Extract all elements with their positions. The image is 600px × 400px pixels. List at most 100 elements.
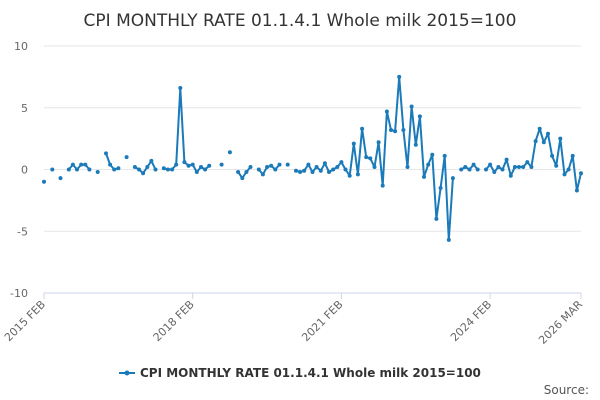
legend[interactable]: CPI MONTHLY RATE 01.1.4.1 Whole milk 201…	[119, 366, 481, 380]
data-point[interactable]	[314, 165, 319, 169]
data-point[interactable]	[471, 162, 476, 167]
data-point[interactable]	[87, 167, 92, 172]
data-point[interactable]	[405, 165, 410, 169]
data-point[interactable]	[426, 162, 431, 167]
data-point[interactable]	[504, 157, 509, 162]
data-point[interactable]	[277, 162, 282, 167]
data-point[interactable]	[434, 216, 439, 221]
data-point[interactable]	[112, 167, 117, 172]
data-point[interactable]	[170, 167, 175, 172]
data-point[interactable]	[42, 179, 46, 184]
data-point[interactable]	[550, 153, 555, 158]
data-point[interactable]	[422, 174, 426, 179]
data-point[interactable]	[219, 162, 224, 167]
data-point[interactable]	[58, 176, 63, 181]
data-point[interactable]	[417, 114, 422, 119]
data-point[interactable]	[165, 167, 170, 172]
data-point[interactable]	[430, 152, 435, 157]
data-point[interactable]	[273, 167, 278, 172]
data-point[interactable]	[256, 167, 261, 172]
data-point[interactable]	[537, 126, 542, 131]
data-point[interactable]	[248, 165, 253, 169]
data-point[interactable]	[562, 172, 567, 177]
data-point[interactable]	[484, 167, 488, 172]
data-point[interactable]	[380, 183, 385, 188]
data-point[interactable]	[467, 167, 472, 172]
data-point[interactable]	[475, 167, 480, 172]
data-point[interactable]	[108, 162, 113, 167]
data-point[interactable]	[95, 170, 100, 174]
data-point[interactable]	[517, 165, 521, 169]
data-point[interactable]	[368, 156, 373, 161]
data-point[interactable]	[141, 171, 146, 176]
data-point[interactable]	[529, 165, 534, 169]
data-point[interactable]	[186, 163, 191, 168]
data-point[interactable]	[525, 160, 530, 165]
data-point[interactable]	[149, 158, 154, 163]
data-point[interactable]	[463, 165, 468, 169]
data-point[interactable]	[178, 86, 183, 90]
data-point[interactable]	[318, 168, 323, 173]
data-point[interactable]	[145, 165, 150, 169]
data-point[interactable]	[79, 162, 84, 167]
data-point[interactable]	[364, 155, 369, 160]
data-point[interactable]	[533, 139, 538, 144]
data-point[interactable]	[372, 165, 377, 169]
data-point[interactable]	[294, 168, 298, 173]
data-point[interactable]	[227, 150, 232, 155]
data-point[interactable]	[322, 161, 327, 166]
data-point[interactable]	[236, 170, 241, 174]
data-point[interactable]	[104, 151, 108, 156]
data-point[interactable]	[124, 155, 129, 160]
data-point[interactable]	[302, 168, 307, 173]
data-point[interactable]	[137, 167, 141, 172]
data-point[interactable]	[558, 136, 563, 141]
data-point[interactable]	[298, 170, 303, 174]
data-point[interactable]	[207, 163, 212, 168]
data-point[interactable]	[442, 153, 447, 158]
data-point[interactable]	[546, 131, 550, 136]
data-point[interactable]	[116, 166, 121, 171]
data-point[interactable]	[285, 162, 290, 167]
data-point[interactable]	[343, 167, 348, 172]
data-point[interactable]	[541, 140, 546, 145]
data-point[interactable]	[384, 109, 389, 114]
data-point[interactable]	[554, 163, 559, 168]
data-point[interactable]	[351, 141, 356, 146]
data-point[interactable]	[182, 160, 187, 165]
data-point[interactable]	[70, 162, 75, 167]
data-point[interactable]	[508, 173, 513, 178]
data-point[interactable]	[409, 104, 414, 109]
data-point[interactable]	[75, 167, 79, 172]
data-point[interactable]	[335, 165, 340, 169]
data-point[interactable]	[521, 165, 526, 169]
data-point[interactable]	[566, 167, 571, 172]
data-point[interactable]	[203, 167, 208, 172]
data-point[interactable]	[174, 162, 179, 167]
data-point[interactable]	[260, 172, 265, 177]
data-point[interactable]	[244, 170, 249, 174]
data-point[interactable]	[355, 172, 360, 177]
data-point[interactable]	[579, 171, 583, 176]
data-point[interactable]	[512, 165, 517, 169]
data-point[interactable]	[327, 170, 331, 174]
data-point[interactable]	[360, 126, 365, 131]
data-point[interactable]	[161, 166, 166, 171]
data-point[interactable]	[240, 176, 245, 181]
data-point[interactable]	[306, 162, 311, 167]
data-point[interactable]	[397, 74, 402, 79]
data-point[interactable]	[438, 186, 443, 190]
data-point[interactable]	[190, 162, 195, 167]
data-point[interactable]	[459, 167, 464, 172]
data-point[interactable]	[331, 167, 336, 172]
data-point[interactable]	[66, 167, 71, 172]
data-point[interactable]	[488, 162, 493, 167]
data-point[interactable]	[389, 128, 393, 132]
data-point[interactable]	[50, 167, 55, 172]
data-point[interactable]	[132, 165, 137, 169]
data-point[interactable]	[574, 188, 579, 193]
data-point[interactable]	[265, 165, 270, 169]
data-point[interactable]	[83, 162, 88, 167]
data-point[interactable]	[413, 142, 418, 147]
data-point[interactable]	[199, 165, 203, 169]
